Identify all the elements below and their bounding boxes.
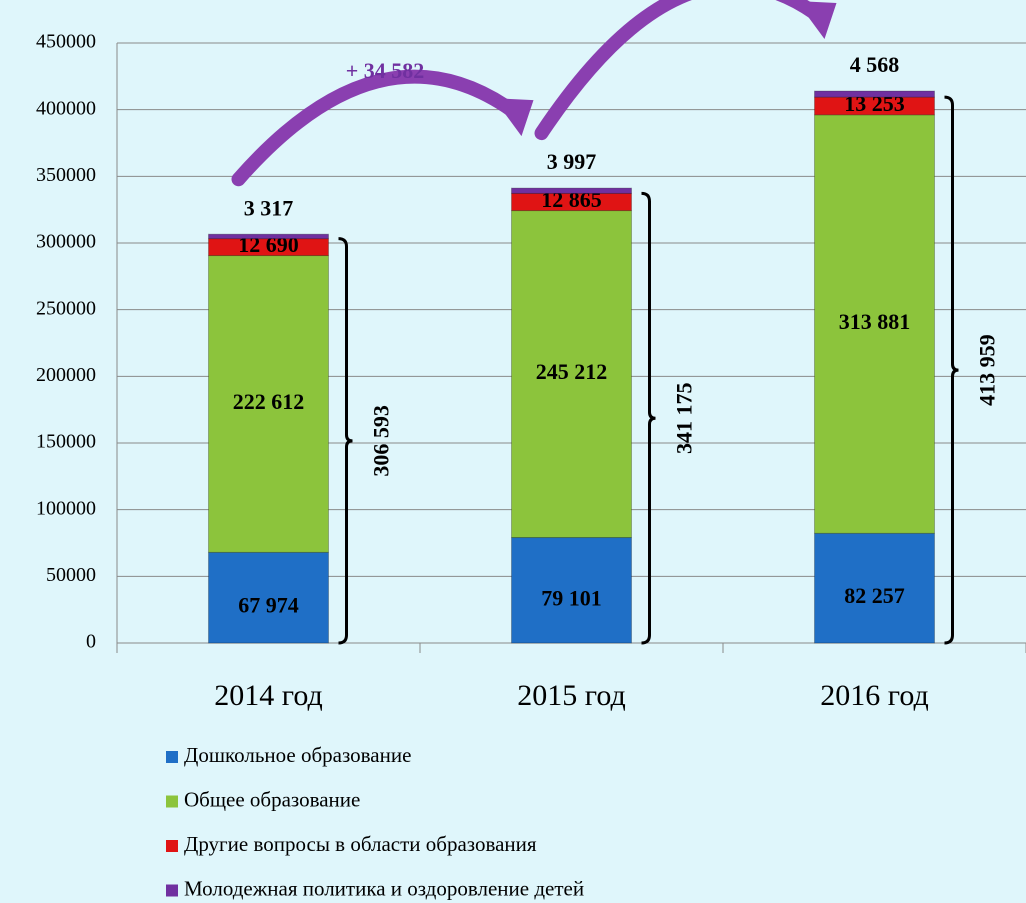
arrow	[231, 69, 519, 187]
y-tick-label: 50000	[46, 564, 96, 586]
value-label: 3 997	[547, 149, 597, 174]
y-tick-label: 300000	[36, 231, 96, 253]
legend-label: Молодежная политика и оздоровление детей	[184, 876, 584, 900]
value-label: 4 568	[850, 52, 900, 77]
value-label: 313 881	[839, 309, 911, 334]
y-tick-label: 400000	[36, 97, 96, 119]
annotation: + 34 582	[346, 58, 425, 83]
bar-segment	[511, 210, 632, 539]
legend-label: Другие вопросы в области образования	[184, 832, 537, 856]
y-tick-label: 450000	[36, 31, 96, 53]
legend-swatch	[166, 751, 178, 763]
value-label: 222 612	[233, 389, 305, 414]
x-tick-label: 2014 год	[214, 679, 322, 712]
y-tick-label: 350000	[36, 164, 96, 186]
bar-segment	[814, 532, 935, 644]
y-tick-label: 0	[86, 631, 96, 653]
value-label: 3 317	[244, 195, 294, 220]
y-tick-label: 150000	[36, 431, 96, 453]
x-tick-label: 2015 год	[517, 679, 625, 712]
value-label: 245 212	[536, 359, 608, 384]
total-bracket	[641, 191, 656, 645]
legend-label: Общее образование	[184, 787, 360, 811]
bar-segment	[208, 255, 329, 553]
bar-segment	[814, 90, 935, 98]
bar-segment	[208, 233, 329, 240]
total-bracket	[944, 95, 959, 645]
total-label: 306 593	[369, 405, 394, 477]
legend-swatch	[166, 795, 178, 808]
total-label: 413 959	[975, 334, 1000, 406]
arrow	[534, 0, 822, 141]
bar-segment	[511, 187, 632, 194]
arrow-head	[493, 98, 534, 137]
arrow-head	[796, 1, 837, 40]
value-label: 79 101	[541, 585, 602, 610]
y-tick-label: 250000	[36, 297, 96, 319]
value-label: 67 974	[238, 593, 299, 618]
bar-segment	[511, 537, 632, 644]
legend-swatch	[166, 840, 178, 852]
y-tick-label: 200000	[36, 364, 96, 386]
total-bracket	[338, 237, 353, 645]
total-label: 341 175	[672, 382, 697, 454]
legend-label: Дошкольное образование	[184, 743, 411, 767]
x-tick-label: 2016 год	[820, 679, 928, 712]
legend-swatch	[166, 884, 178, 897]
value-label: 82 257	[844, 583, 905, 608]
bar-segment	[814, 114, 935, 534]
y-tick-label: 100000	[36, 497, 96, 519]
